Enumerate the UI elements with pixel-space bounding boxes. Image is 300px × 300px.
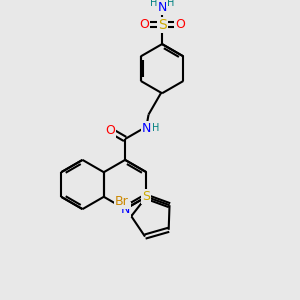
Text: H: H (167, 0, 174, 8)
Text: H: H (150, 0, 158, 8)
Text: S: S (158, 18, 167, 32)
Text: O: O (140, 18, 149, 32)
Text: N: N (120, 202, 130, 216)
Text: O: O (175, 18, 185, 32)
Text: O: O (105, 124, 115, 136)
Text: N: N (142, 122, 151, 135)
Text: Br: Br (115, 195, 128, 208)
Text: H: H (152, 123, 160, 133)
Text: N: N (158, 1, 167, 14)
Text: S: S (142, 190, 150, 203)
